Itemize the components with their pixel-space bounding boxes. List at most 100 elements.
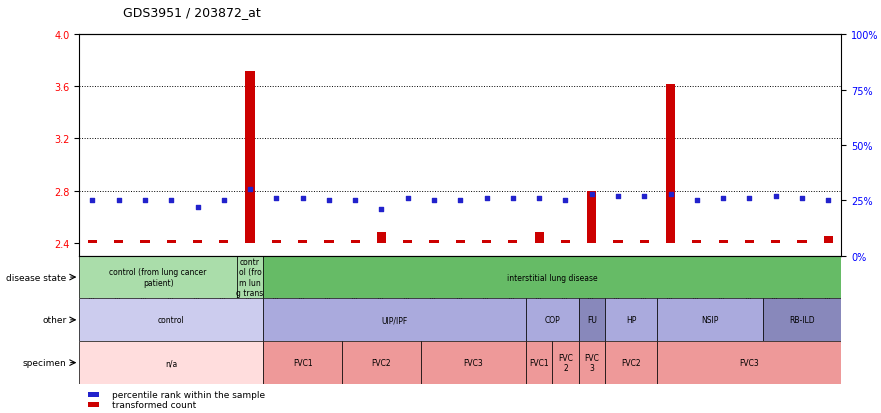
Point xyxy=(559,197,573,204)
Bar xyxy=(263,299,526,342)
Point xyxy=(821,197,835,204)
Bar xyxy=(605,342,657,384)
Text: interstitial lung disease: interstitial lung disease xyxy=(507,273,597,282)
Bar xyxy=(167,240,176,243)
Text: RB-ILD: RB-ILD xyxy=(789,316,815,325)
Bar xyxy=(298,240,307,243)
Point xyxy=(190,204,204,211)
Point xyxy=(611,193,625,200)
Bar xyxy=(421,342,526,384)
Text: UIP/IPF: UIP/IPF xyxy=(381,316,408,325)
Bar xyxy=(508,240,517,243)
Point xyxy=(164,197,178,204)
Bar xyxy=(324,240,334,243)
Text: percentile rank within the sample: percentile rank within the sample xyxy=(112,390,265,399)
Text: other: other xyxy=(42,316,66,325)
Bar xyxy=(640,240,649,243)
Text: FVC3: FVC3 xyxy=(739,358,759,367)
Text: disease state: disease state xyxy=(6,273,66,282)
Point xyxy=(506,195,520,202)
Text: FVC1: FVC1 xyxy=(292,358,313,367)
Bar xyxy=(455,240,465,243)
Text: COP: COP xyxy=(544,316,560,325)
Point xyxy=(716,195,730,202)
Point xyxy=(479,195,493,202)
Bar xyxy=(561,240,570,243)
Point xyxy=(585,191,599,197)
Bar xyxy=(535,233,544,243)
Point xyxy=(374,206,389,213)
Bar xyxy=(271,240,281,243)
Bar xyxy=(193,240,202,243)
Bar xyxy=(719,240,728,243)
Text: FVC1: FVC1 xyxy=(529,358,549,367)
Bar xyxy=(246,71,255,243)
Bar xyxy=(140,240,150,243)
Bar xyxy=(579,342,605,384)
Point xyxy=(243,186,257,193)
Bar xyxy=(237,256,263,299)
Text: FVC3: FVC3 xyxy=(463,358,484,367)
Text: FVC2: FVC2 xyxy=(372,358,391,367)
Bar xyxy=(613,240,623,243)
Point xyxy=(217,197,231,204)
Text: GDS3951 / 203872_at: GDS3951 / 203872_at xyxy=(123,6,261,19)
Point xyxy=(401,195,415,202)
Bar xyxy=(263,256,841,299)
Point xyxy=(637,193,651,200)
Point xyxy=(348,197,362,204)
Text: NSIP: NSIP xyxy=(701,316,719,325)
Text: FVC
3: FVC 3 xyxy=(584,353,599,373)
Bar xyxy=(797,240,806,243)
Text: FVC2: FVC2 xyxy=(621,358,641,367)
Bar xyxy=(771,240,781,243)
Bar xyxy=(342,342,421,384)
Point xyxy=(795,195,809,202)
Text: FU: FU xyxy=(587,316,596,325)
Point xyxy=(453,197,467,204)
Bar xyxy=(744,240,754,243)
Bar xyxy=(79,256,237,299)
Point xyxy=(427,197,441,204)
Text: n/a: n/a xyxy=(165,358,177,367)
Bar xyxy=(657,299,763,342)
Bar xyxy=(377,233,386,243)
Bar xyxy=(403,240,412,243)
Bar xyxy=(219,240,228,243)
Bar xyxy=(526,342,552,384)
Bar xyxy=(657,342,841,384)
Point xyxy=(138,197,152,204)
Point xyxy=(296,195,310,202)
Bar xyxy=(666,85,675,243)
Text: contr
ol (fro
m lun
g trans: contr ol (fro m lun g trans xyxy=(236,257,263,297)
Bar xyxy=(605,299,657,342)
Bar xyxy=(88,240,97,243)
Bar xyxy=(115,240,123,243)
Point xyxy=(85,197,100,204)
Text: HP: HP xyxy=(626,316,636,325)
Text: transformed count: transformed count xyxy=(112,400,196,409)
Bar xyxy=(579,299,605,342)
Point xyxy=(532,195,546,202)
Bar xyxy=(824,237,833,243)
Bar xyxy=(482,240,492,243)
Point xyxy=(112,197,126,204)
Bar xyxy=(587,191,596,243)
Bar xyxy=(351,240,359,243)
Point xyxy=(690,197,704,204)
Point xyxy=(743,195,757,202)
Bar xyxy=(526,299,579,342)
Text: control: control xyxy=(158,316,185,325)
Point xyxy=(768,193,782,200)
Point xyxy=(322,197,336,204)
Point xyxy=(270,195,284,202)
Bar xyxy=(79,299,263,342)
Text: FVC
2: FVC 2 xyxy=(558,353,573,373)
Bar xyxy=(429,240,439,243)
Text: specimen: specimen xyxy=(23,358,66,367)
Point xyxy=(663,191,677,197)
Bar xyxy=(763,299,841,342)
Bar xyxy=(79,342,263,384)
Bar xyxy=(552,342,579,384)
Bar xyxy=(263,342,342,384)
